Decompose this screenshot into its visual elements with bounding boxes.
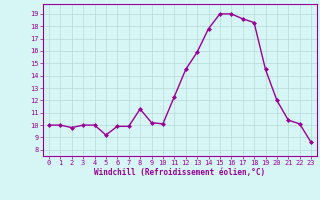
X-axis label: Windchill (Refroidissement éolien,°C): Windchill (Refroidissement éolien,°C) xyxy=(94,168,266,177)
